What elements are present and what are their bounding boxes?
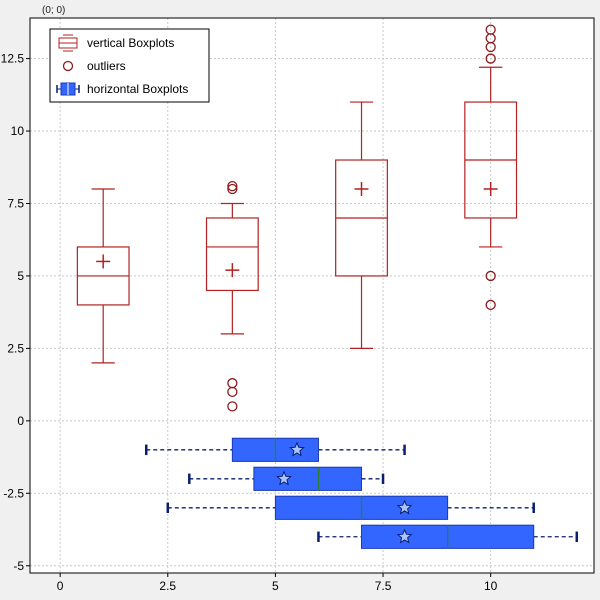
mean-star-marker: [396, 528, 413, 544]
vertical-boxplot: [464, 24, 518, 311]
outlier-point: [485, 24, 496, 35]
box: [253, 466, 363, 491]
mean-star-marker: [276, 470, 292, 486]
vertical-boxplot: [205, 180, 259, 412]
legend-label: horizontal Boxplots: [87, 82, 188, 96]
legend-label: vertical Boxplots: [87, 36, 174, 50]
legend: vertical Boxplots outliers horizontal Boxp…: [49, 28, 210, 103]
horizontal-boxplot: [188, 466, 385, 491]
y-tick-label: -2.5: [3, 486, 24, 500]
x-tick-label: 5: [272, 579, 279, 593]
y-tick-label: 0: [17, 414, 24, 428]
y-tick-label: 5: [17, 269, 24, 283]
outlier-point: [227, 378, 238, 389]
x-tick-label: 10: [484, 579, 498, 593]
mean-star-marker: [396, 499, 413, 515]
grid-lines: [30, 18, 594, 573]
mean-star-marker: [289, 441, 305, 457]
x-tick-label: 0: [57, 579, 64, 593]
outlier-point: [227, 180, 238, 192]
horizontal-boxplot: [317, 524, 579, 549]
y-tick-label: 10: [11, 124, 25, 138]
vertical-boxplot: [335, 101, 388, 349]
horizontal-boxplots: [144, 437, 579, 549]
y-tick-label: -5: [13, 559, 24, 573]
outlier-point: [227, 401, 238, 412]
x-axis: 0 2.5 5 7.5 10: [57, 573, 498, 593]
vertical-boxplots: [76, 24, 518, 412]
legend-icon-circle: [62, 60, 74, 72]
outlier-circle-icon: [62, 60, 74, 72]
outlier-point: [485, 53, 496, 64]
horizontal-box-icon: [56, 82, 80, 96]
legend-label: outliers: [87, 59, 126, 73]
x-tick-label: 7.5: [375, 579, 392, 593]
y-axis: -5 -2.5 0 2.5 5 7.5 10 12.5: [1, 52, 30, 573]
outlier-point: [227, 183, 238, 195]
vertical-boxplot: [76, 188, 130, 364]
y-tick-label: 7.5: [7, 196, 24, 210]
vertical-box-icon: [58, 34, 78, 52]
coordinate-readout: (0; 0): [42, 5, 66, 16]
horizontal-boxplot: [144, 437, 406, 462]
horizontal-boxplot: [166, 495, 535, 520]
box: [205, 217, 259, 292]
y-tick-label: 2.5: [7, 341, 24, 355]
plot-frame: [29, 17, 595, 574]
x-tick-label: 2.5: [159, 579, 176, 593]
y-tick-label: 12.5: [1, 52, 25, 66]
outlier-point: [485, 270, 496, 282]
outlier-point: [485, 299, 496, 311]
